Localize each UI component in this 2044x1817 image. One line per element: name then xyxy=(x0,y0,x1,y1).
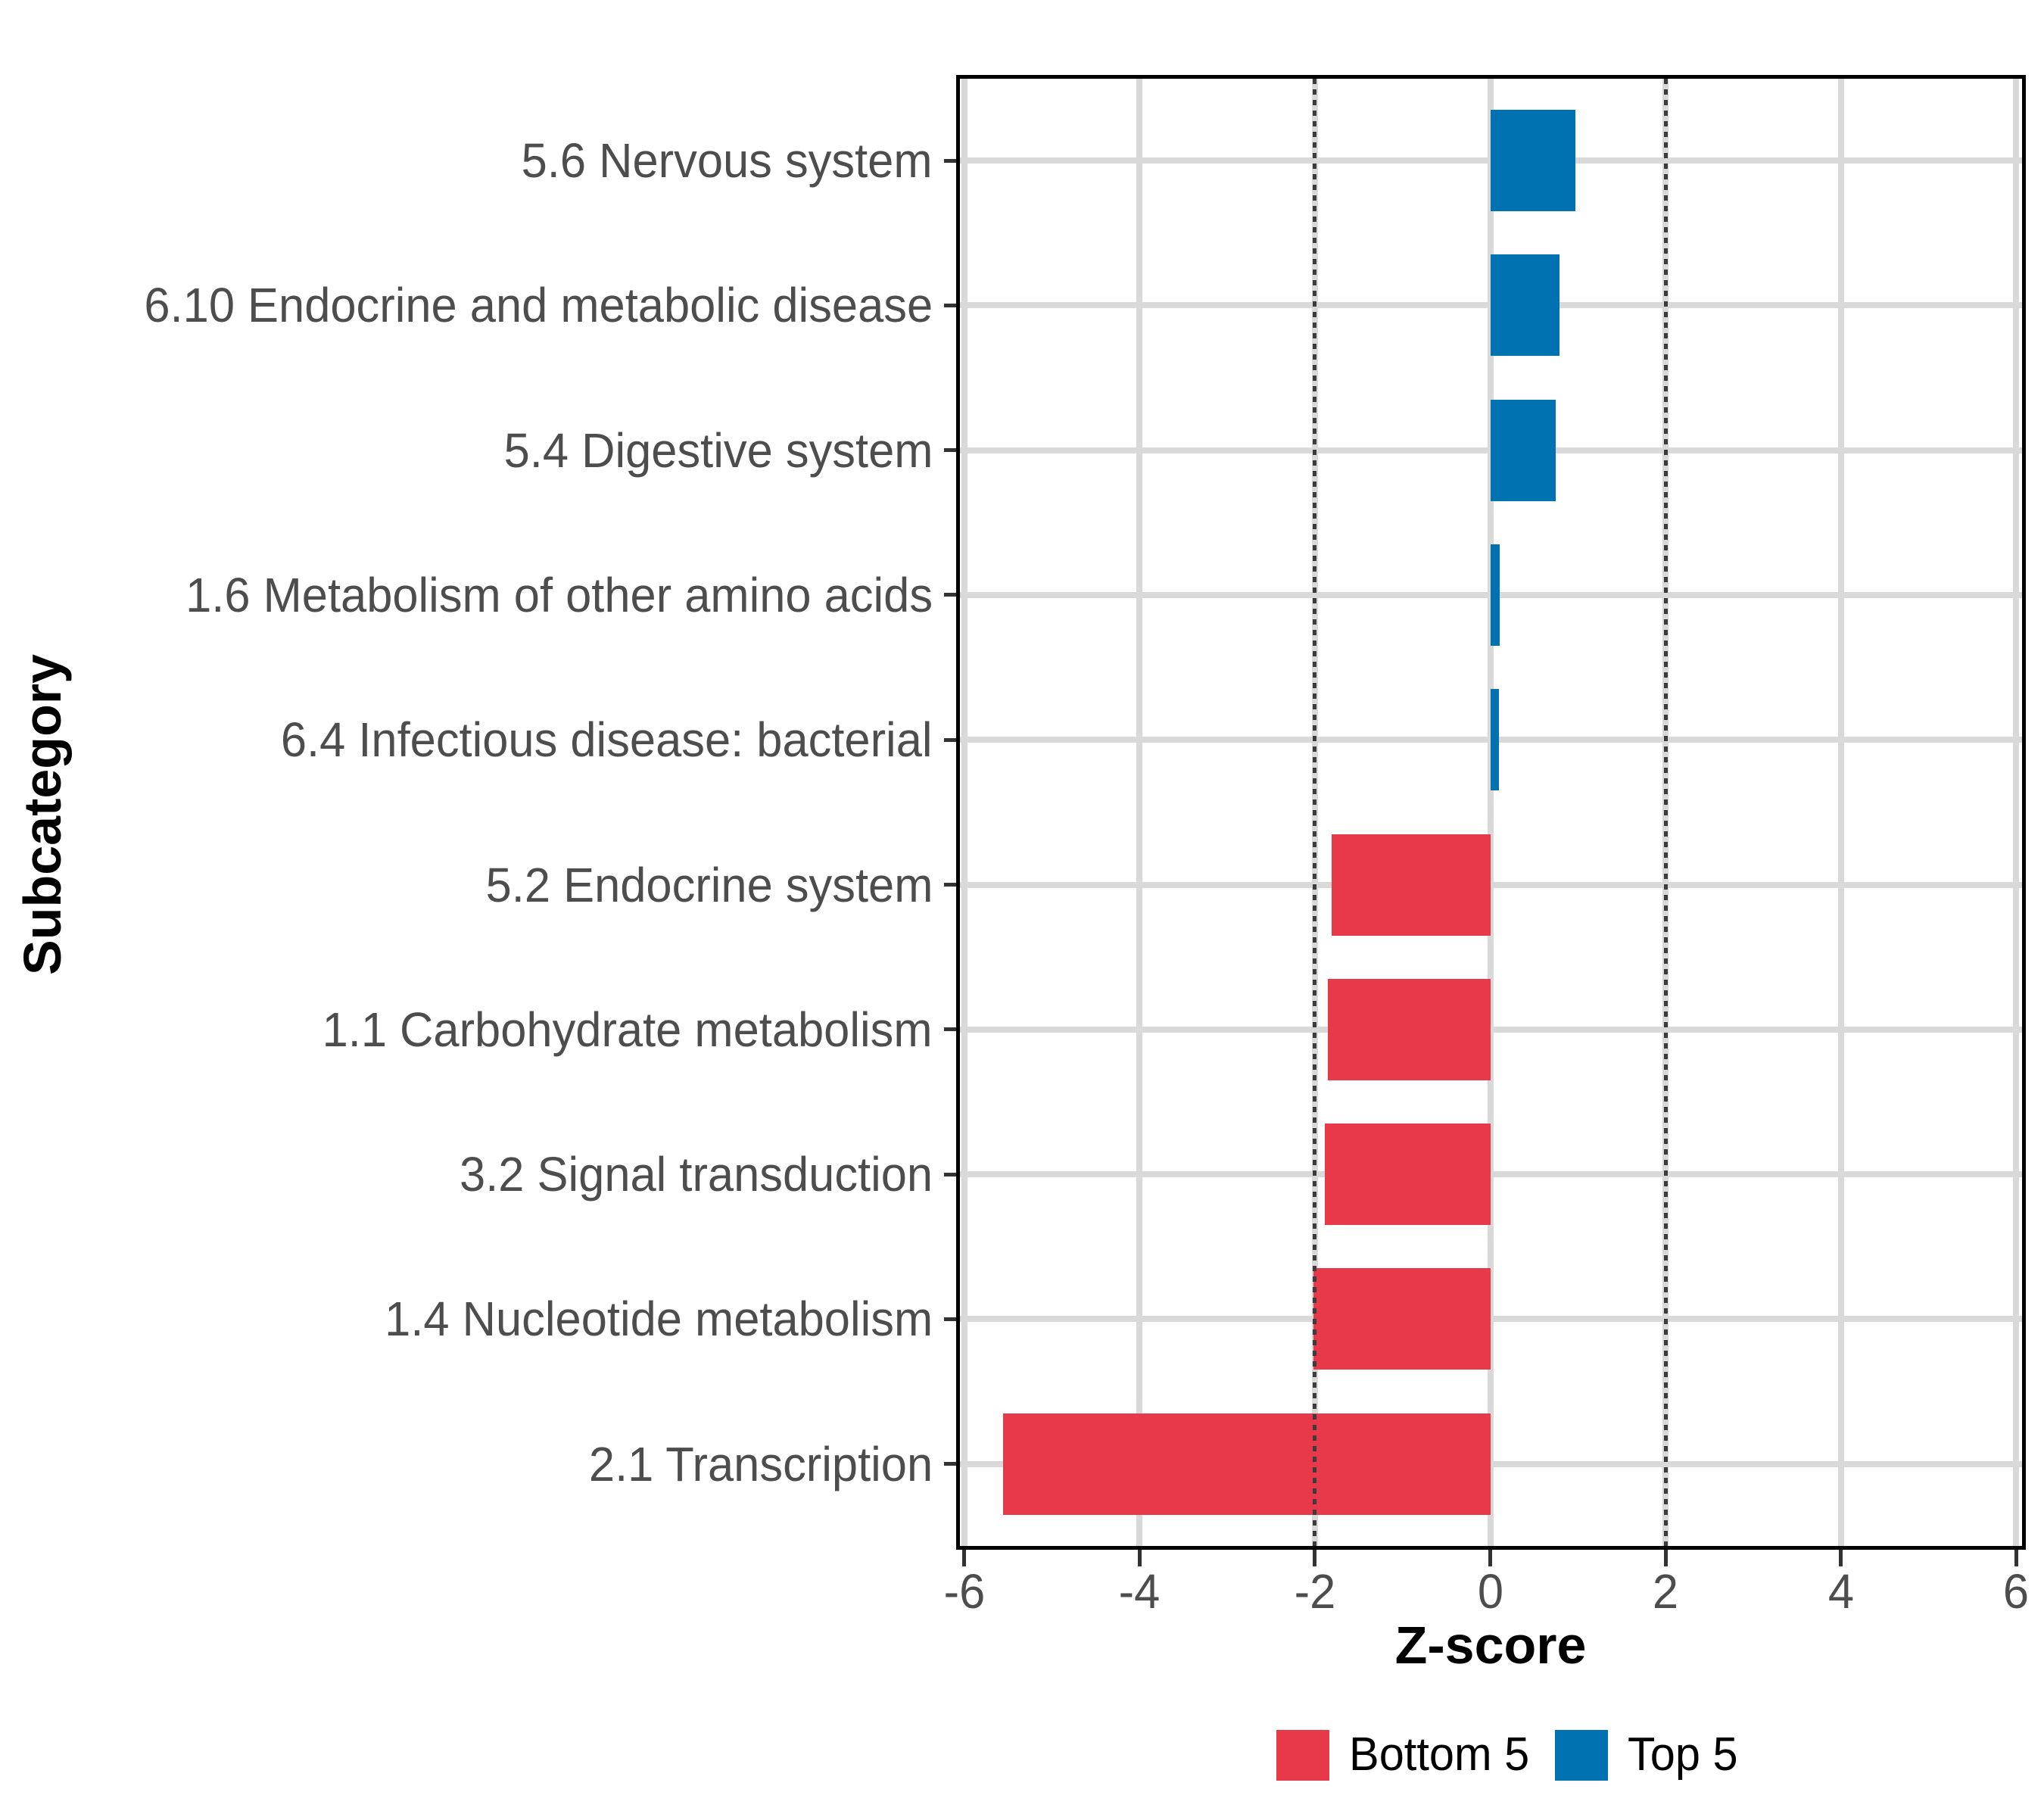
reference-line xyxy=(1663,79,1668,1546)
plot-panel xyxy=(956,75,2026,1550)
category-label: 5.2 Endocrine system xyxy=(485,857,933,912)
y-tick-mark xyxy=(944,883,956,887)
y-tick-mark xyxy=(944,737,956,742)
bar-top5 xyxy=(1490,399,1556,501)
x-tick-label: -2 xyxy=(1294,1564,1336,1619)
y-tick-mark xyxy=(944,593,956,597)
legend-item-bottom5: Bottom 5 xyxy=(1276,1729,1537,1781)
category-label: 5.4 Digestive system xyxy=(503,422,933,478)
y-gridline xyxy=(960,1460,2022,1467)
x-axis-title: Z-score xyxy=(1394,1616,1587,1675)
legend-label-bottom5: Bottom 5 xyxy=(1349,1728,1530,1781)
bar-bottom5 xyxy=(1002,1413,1491,1515)
y-axis-title: Subcategory xyxy=(13,654,72,975)
legend-swatch-bottom5 xyxy=(1276,1729,1329,1781)
x-tick-mark xyxy=(962,1550,967,1566)
reference-line xyxy=(1313,79,1317,1546)
y-tick-mark xyxy=(944,1462,956,1466)
category-label: 2.1 Transcription xyxy=(588,1436,933,1491)
y-gridline xyxy=(960,1171,2022,1178)
y-gridline xyxy=(960,881,2022,888)
category-label: 6.4 Infectious disease: bacterial xyxy=(281,712,933,768)
x-tick-label: 0 xyxy=(1477,1564,1503,1619)
y-tick-mark xyxy=(944,1317,956,1321)
x-tick-mark xyxy=(1137,1550,1142,1566)
bar-bottom5 xyxy=(1331,834,1491,936)
category-label: 3.2 Signal transduction xyxy=(459,1147,933,1202)
x-gridline xyxy=(961,79,967,1546)
legend: Bottom 5 Top 5 xyxy=(1276,1729,1743,1781)
bar-bottom5 xyxy=(1313,1268,1491,1370)
bar-top5 xyxy=(1490,544,1500,646)
category-label: 1.6 Metabolism of other amino acids xyxy=(185,567,933,622)
x-gridline xyxy=(1136,79,1143,1546)
legend-label-top5: Top 5 xyxy=(1628,1728,1738,1781)
x-tick-mark xyxy=(1313,1550,1317,1566)
x-tick-label: -4 xyxy=(1119,1564,1161,1619)
y-tick-mark xyxy=(944,303,956,307)
category-label: 1.4 Nucleotide metabolism xyxy=(385,1292,933,1347)
bar-top5 xyxy=(1490,254,1560,357)
x-tick-mark xyxy=(1663,1550,1668,1566)
bar-top5 xyxy=(1490,110,1575,211)
y-gridline xyxy=(960,1316,2022,1323)
x-tick-mark xyxy=(2014,1550,2018,1566)
y-tick-mark xyxy=(944,448,956,453)
x-tick-mark xyxy=(1488,1550,1493,1566)
x-tick-label: 2 xyxy=(1653,1564,1679,1619)
x-tick-label: -6 xyxy=(943,1564,986,1619)
legend-item-top5: Top 5 xyxy=(1555,1729,1743,1781)
y-tick-mark xyxy=(944,158,956,163)
x-gridline xyxy=(1487,79,1494,1546)
category-label: 6.10 Endocrine and metabolic disease xyxy=(144,278,933,333)
x-tick-mark xyxy=(1839,1550,1843,1566)
y-tick-mark xyxy=(944,1027,956,1032)
y-tick-mark xyxy=(944,1172,956,1177)
bar-bottom5 xyxy=(1328,978,1491,1080)
legend-swatch-top5 xyxy=(1555,1729,1609,1781)
x-gridline xyxy=(2013,79,2020,1546)
bar-bottom5 xyxy=(1324,1124,1491,1226)
category-label: 1.1 Carbohydrate metabolism xyxy=(322,1002,933,1057)
x-tick-label: 6 xyxy=(2003,1564,2030,1619)
x-gridline xyxy=(1837,79,1844,1546)
bar-top5 xyxy=(1490,689,1500,791)
x-tick-label: 4 xyxy=(1827,1564,1854,1619)
y-gridline xyxy=(960,1026,2022,1033)
category-label: 5.6 Nervous system xyxy=(522,133,933,188)
